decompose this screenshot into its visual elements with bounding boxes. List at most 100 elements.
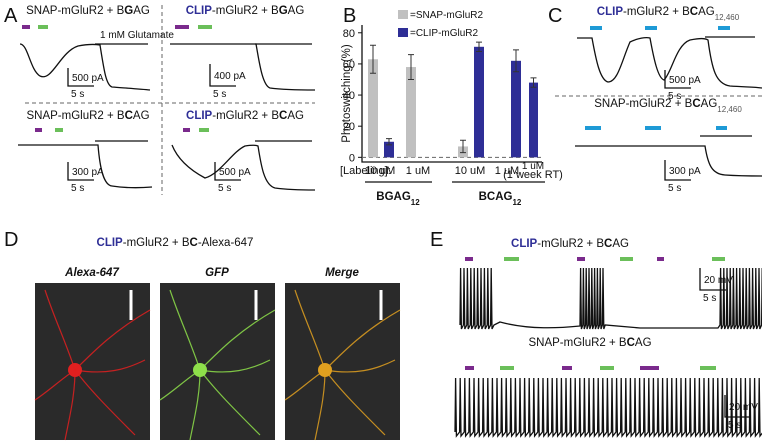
neurite xyxy=(74,369,136,436)
trace xyxy=(577,36,762,89)
title-part: C xyxy=(690,6,698,18)
light-pulse xyxy=(645,26,657,30)
neurite xyxy=(189,369,201,441)
x-tick-label: 1 uM xyxy=(406,165,430,177)
scale-bar xyxy=(209,64,236,87)
neurite xyxy=(169,289,201,371)
y-tick-label: 60 xyxy=(343,59,355,71)
scale-bar xyxy=(214,162,241,181)
panel-letter: B xyxy=(343,5,356,27)
x-tick-note: (1 week RT) xyxy=(503,169,563,181)
bar xyxy=(384,141,394,158)
panel-title: SNAP-mGluR2 + BCAG xyxy=(26,110,149,122)
legend-label: =CLIP-mGluR2 xyxy=(410,28,479,39)
scale-bar xyxy=(664,160,691,181)
light-pulse xyxy=(38,25,48,29)
light-pulse xyxy=(600,366,614,370)
title-part: -mGluR2 + B xyxy=(58,110,125,122)
title-part: -mGluR2 + B xyxy=(57,5,124,17)
x-tick-label: 1 uM xyxy=(495,165,519,177)
y-axis-label: Photoswitching (%) xyxy=(341,44,353,143)
title-part: SNAP xyxy=(528,337,560,349)
title-part: AG xyxy=(635,337,652,349)
light-pulse xyxy=(712,257,725,261)
title-part: 12,460 xyxy=(717,105,742,114)
title-part: G xyxy=(279,5,288,17)
scale-bar xyxy=(664,70,691,89)
image-label: Alexa-647 xyxy=(64,267,119,279)
voltage-trace xyxy=(454,377,762,438)
title-part: AG xyxy=(288,5,305,17)
title-part: -mGluR2 + B xyxy=(537,238,604,250)
scale-label: 500 pA xyxy=(219,167,251,178)
light-pulse xyxy=(500,366,514,370)
light-pulse xyxy=(465,366,474,370)
title-part: 12,460 xyxy=(715,13,740,22)
light-pulse xyxy=(585,126,601,130)
light-pulse xyxy=(718,26,730,30)
title-part: G xyxy=(124,5,133,17)
title-part: -mGluR2 + B xyxy=(626,98,693,110)
title-part: AG xyxy=(698,6,715,18)
scale-label: 5 s xyxy=(668,91,681,102)
neurite xyxy=(294,289,326,371)
group-label: BCAG12 xyxy=(479,191,522,207)
panel-title: CLIP-mGluR2 + BCAG xyxy=(186,110,304,122)
y-tick-label: 40 xyxy=(343,90,355,102)
title-part: AG xyxy=(133,5,150,17)
light-pulse xyxy=(700,366,716,370)
title-part: -mGluR2 + B xyxy=(212,5,279,17)
title-part: CLIP xyxy=(97,237,124,249)
image-label: GFP xyxy=(205,267,229,279)
group-text: BGAG xyxy=(376,191,411,203)
scale-label: 5 s xyxy=(71,89,84,100)
light-pulse xyxy=(577,257,585,261)
light-pulse xyxy=(198,25,212,29)
error-bar xyxy=(476,41,482,52)
light-pulse xyxy=(55,128,63,132)
title-part: -mGluR2 + B xyxy=(560,337,627,349)
scale-bar xyxy=(724,395,751,418)
title-part: CLIP xyxy=(186,5,213,17)
axis xyxy=(361,25,542,163)
title-part: -mGluR2 + B xyxy=(123,237,190,249)
scale-label: 5 s xyxy=(71,183,84,194)
error-bar xyxy=(513,49,519,73)
group-label: BGAG12 xyxy=(376,191,420,207)
light-pulse xyxy=(175,25,189,29)
panel-letter: A xyxy=(4,5,18,27)
image-label: Merge xyxy=(325,267,359,279)
title-part: SNAP xyxy=(26,5,58,17)
neurite xyxy=(199,369,261,436)
title-part: -mGluR2 + B xyxy=(212,110,279,122)
error-bar xyxy=(386,138,392,146)
scale-bar xyxy=(67,162,94,181)
y-tick-label: 0 xyxy=(349,152,355,164)
scale-label: 400 pA xyxy=(214,71,246,82)
light-pulse xyxy=(465,257,473,261)
trace xyxy=(170,43,316,91)
title-part: C xyxy=(279,110,287,122)
trace xyxy=(171,144,316,191)
title-part: AG xyxy=(133,110,150,122)
bar xyxy=(368,59,378,158)
panel-title: CLIP-mGluR2 + BCAG xyxy=(511,238,629,250)
panel-title: CLIP-mGluR2 + BCAG12,460 xyxy=(597,6,740,22)
panel-letter: C xyxy=(548,5,562,27)
neurite xyxy=(314,369,326,441)
title-part: CLIP xyxy=(597,6,624,18)
light-pulse xyxy=(620,257,633,261)
light-pulse xyxy=(35,128,42,132)
neurite xyxy=(74,359,146,373)
panel-title: CLIP-mGluR2 + BGAG xyxy=(186,5,305,17)
light-pulse xyxy=(504,257,519,261)
title-part: SNAP xyxy=(594,98,626,110)
x-tick-label: 10 uM xyxy=(365,165,396,177)
bar xyxy=(474,46,484,158)
light-pulse xyxy=(590,26,602,30)
row-label: [Labeling]: xyxy=(340,165,391,177)
trace xyxy=(18,144,153,189)
title-part: C xyxy=(604,238,612,250)
scale-label: 5 s xyxy=(703,293,716,304)
scale-label: 500 pA xyxy=(72,73,104,84)
